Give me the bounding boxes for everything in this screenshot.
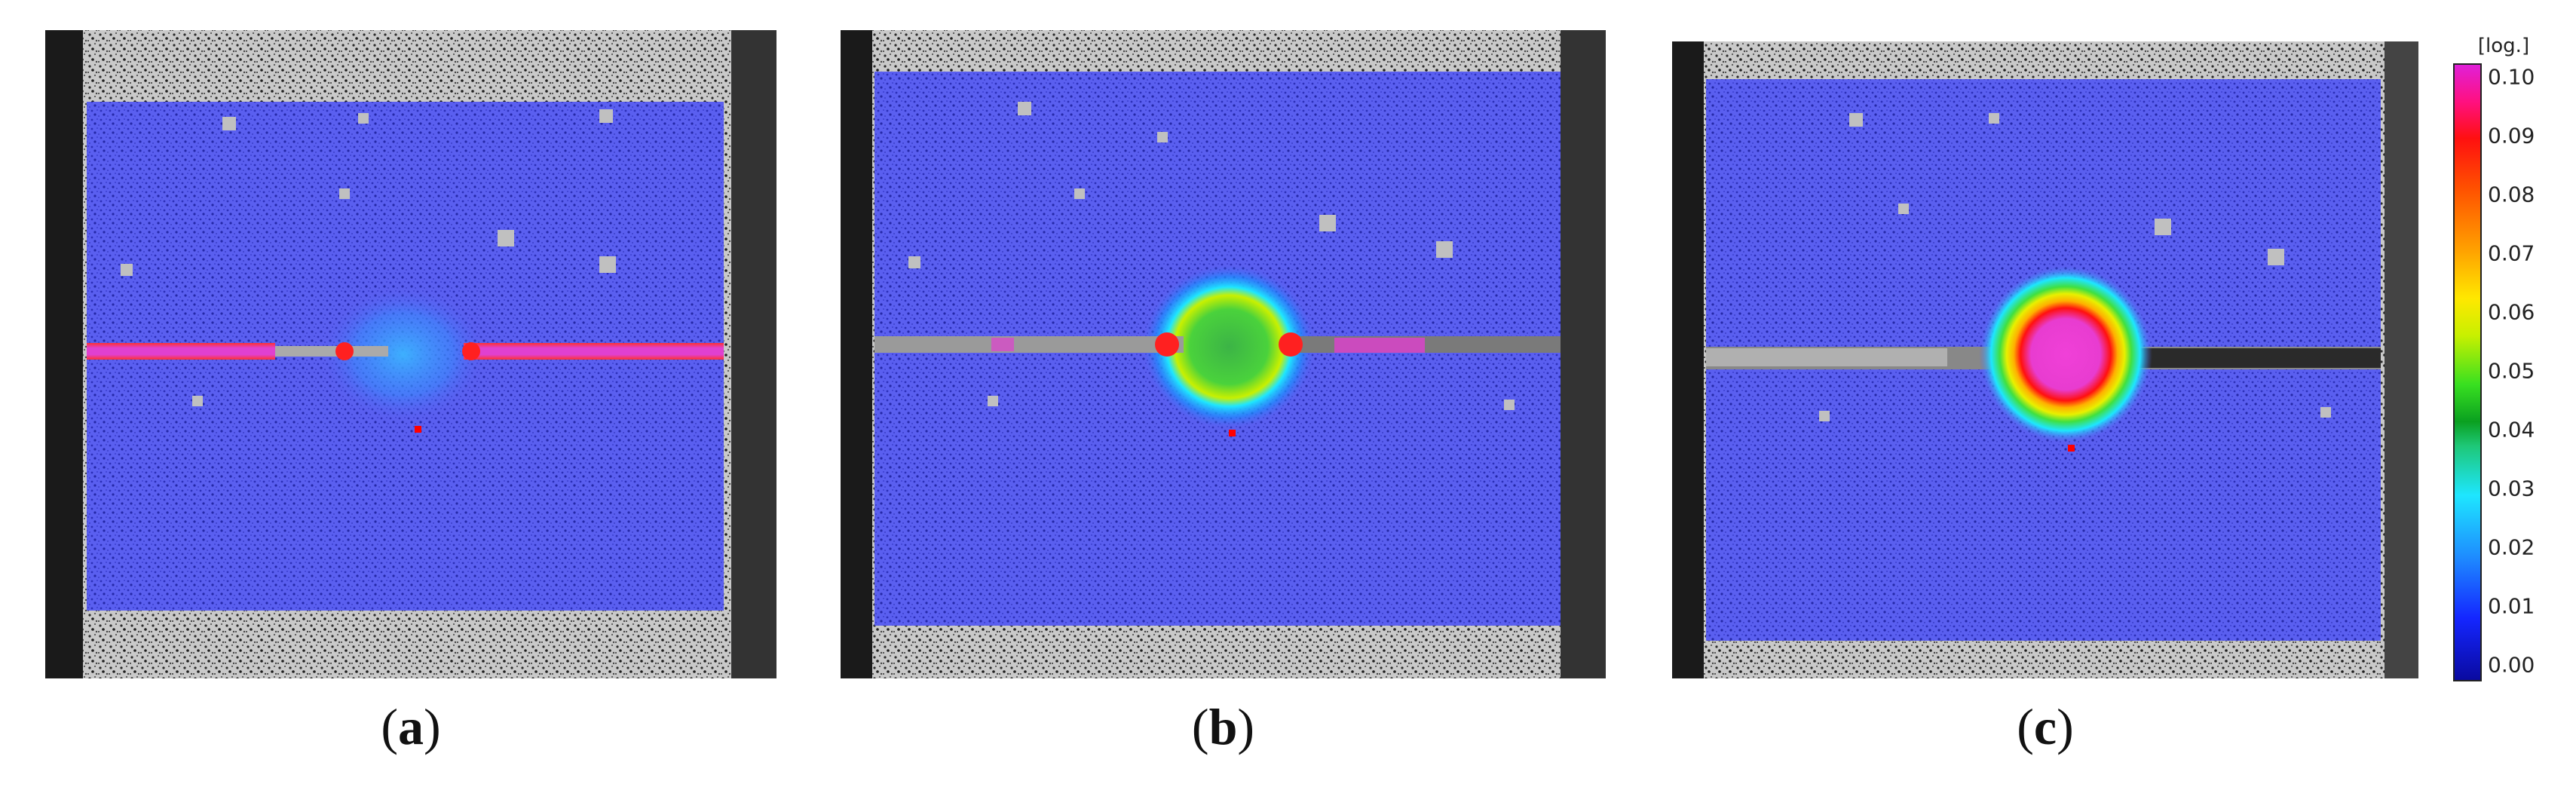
- panel-label-a: a: [398, 698, 424, 755]
- panel-a: (a): [45, 0, 776, 793]
- caption-c: (c): [2017, 698, 2074, 755]
- caption-b: (b): [1191, 698, 1255, 755]
- colorbar-tick: 0.02: [2488, 534, 2535, 560]
- colorbar-tick: 0.03: [2488, 476, 2535, 501]
- caption-a: (a): [381, 698, 441, 755]
- strain-field-image-a: [45, 30, 776, 678]
- strain-field-image-b: [841, 30, 1606, 678]
- colorbar-tick: 0.00: [2488, 652, 2535, 678]
- panel-label-c: c: [2033, 698, 2057, 755]
- colorbar-tick: 0.01: [2488, 593, 2535, 619]
- colorbar-tick: 0.04: [2488, 417, 2535, 442]
- colorbar-unit-label: [log.]: [2477, 35, 2530, 57]
- panel-b: (b): [841, 0, 1606, 793]
- colorbar-tick: 0.06: [2488, 299, 2535, 325]
- strain-field-image-c: [1672, 41, 2418, 678]
- colorbar-tick: 0.10: [2488, 64, 2535, 90]
- panel-c: (c): [1672, 0, 2418, 793]
- colorbar: [log.] 0.10 0.09 0.08 0.07 0.06 0.05 0.0…: [2443, 0, 2576, 793]
- colorbar-tick: 0.09: [2488, 123, 2535, 148]
- colorbar-tick: 0.05: [2488, 358, 2535, 384]
- colorbar-tick: 0.07: [2488, 240, 2535, 266]
- colorbar-gradient: [2453, 63, 2482, 681]
- colorbar-tick: 0.08: [2488, 182, 2535, 207]
- panel-label-b: b: [1208, 698, 1238, 755]
